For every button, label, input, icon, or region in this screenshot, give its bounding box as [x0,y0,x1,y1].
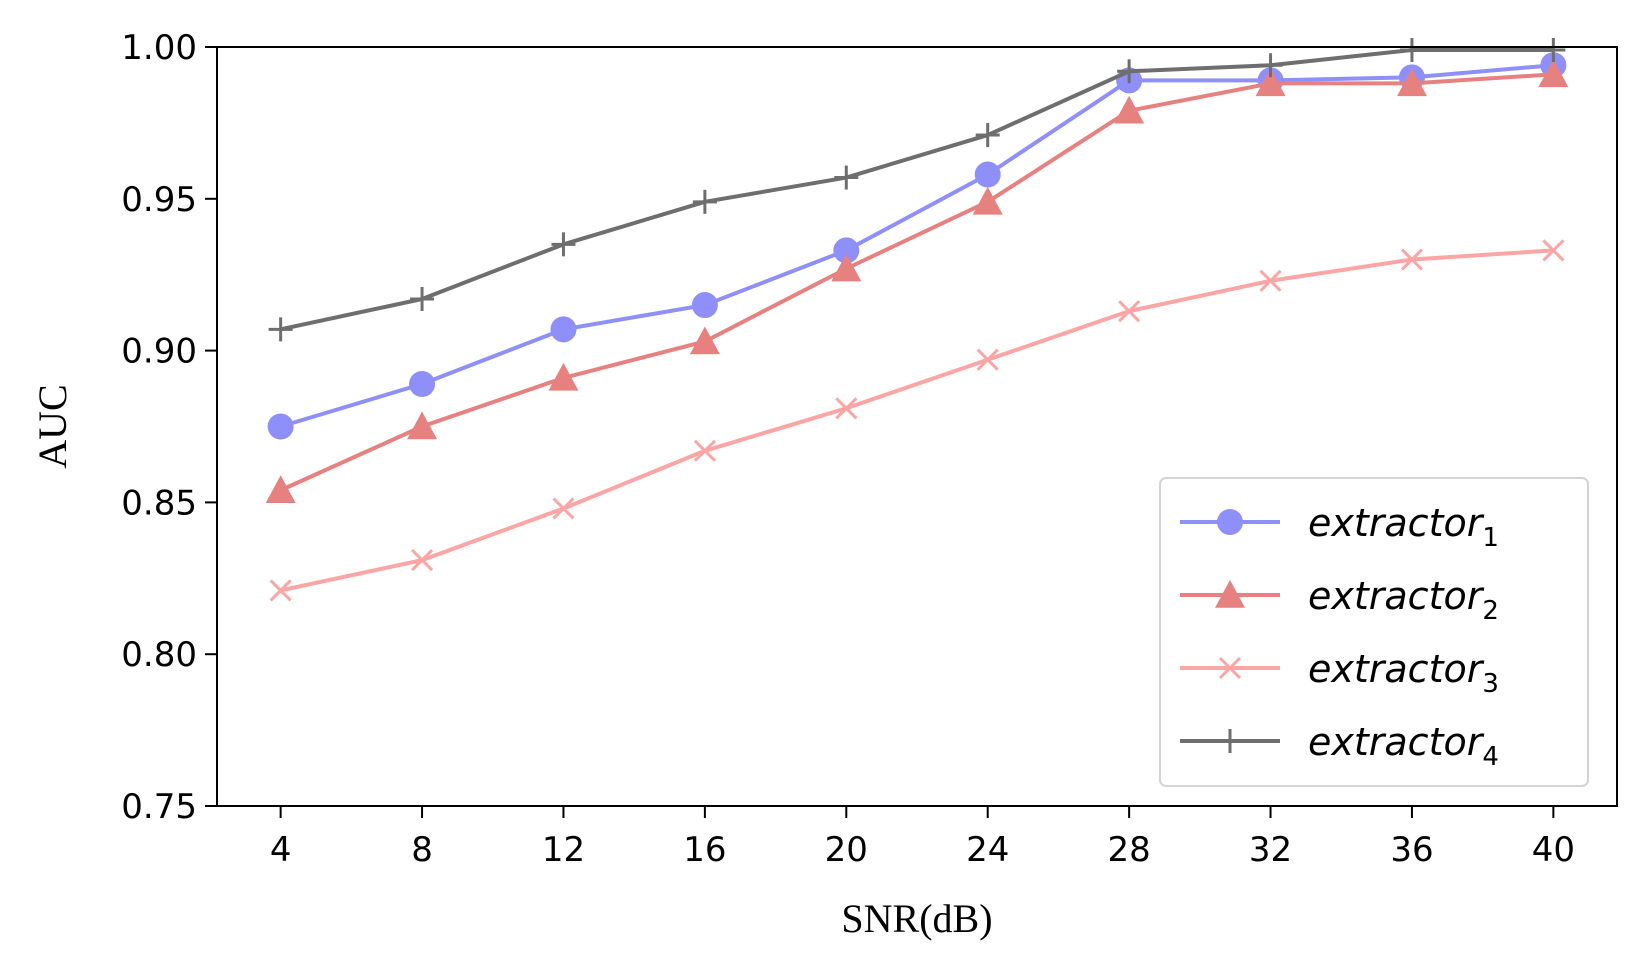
y-tick-label: 1.00 [121,28,197,68]
series-line [280,48,1554,332]
legend-label-name: extractor [1308,574,1485,618]
x-stroke [1400,248,1424,271]
y-tick-label: 0.75 [121,787,197,827]
x-stroke [1118,300,1141,323]
axis-ticks: 0.750.800.850.900.951.004 8 12 16 20 24 28 32 36… [121,28,1575,870]
series-extractor4 [268,38,1566,342]
series-line [280,63,1554,429]
series-extractor3 [269,239,1565,602]
legend-item: extractor1 [1180,501,1499,553]
data-point [550,316,577,343]
legend-label-subscript: 1 [1482,523,1499,553]
legend-label-subscript: 3 [1482,669,1499,699]
series-extractor1 [267,52,1567,440]
y-tick-label: 0.80 [121,635,197,675]
data-point [974,161,1001,188]
data-point [265,475,296,504]
legend-box [1159,477,1589,787]
x-stroke [269,579,292,602]
data-point [1114,95,1145,124]
data-point [693,439,716,462]
x-stroke [1259,269,1282,292]
data-point [551,232,576,257]
series-line [279,72,1554,493]
legend-marker [1215,580,1245,608]
data-point [1400,248,1424,271]
data-point [831,253,862,282]
y-tick-label: 0.95 [121,180,197,220]
data-point [835,397,858,420]
x-tick-label: 4 [270,830,292,870]
x-axis-label: SNR(dB) [841,896,992,941]
x-tick-label: 40 [1532,830,1575,870]
data-point [1538,59,1569,88]
data-point [267,413,294,440]
x-stroke [410,549,434,572]
x-tick-label: 32 [1249,830,1292,870]
x-tick-label: 8 [411,830,433,870]
plot-frame [216,46,1618,807]
data-point [1541,38,1566,63]
x-stroke [976,348,999,371]
x-tick-label: 16 [683,830,726,870]
x-stroke [693,439,716,462]
data-point [269,579,292,602]
legend-label-name: extractor [1308,720,1485,764]
x-stroke [552,497,575,520]
data-point [1117,59,1142,84]
x-tick-label: 20 [825,830,868,870]
x-stroke [1218,656,1242,680]
data-point [268,317,293,342]
legend-label-subscript: 4 [1482,742,1499,772]
data-point [976,348,999,371]
y-tick-label: 0.85 [121,483,197,523]
data-point [1259,269,1282,292]
data-point [410,286,435,311]
legend-marker [1217,509,1243,535]
data-point [1258,53,1283,78]
x-tick-label: 28 [1107,830,1150,870]
legend-label: extractor4 [1308,720,1499,772]
y-axis-label: AUC [30,384,75,468]
legend-label: extractor1 [1308,501,1499,553]
data-point [407,411,438,440]
data-point [692,189,717,214]
data-point [975,123,1000,148]
x-tick-label: 36 [1390,830,1433,870]
data-point [1542,239,1565,262]
data-point [691,292,718,319]
data-point [972,186,1003,215]
data-point [834,165,859,190]
legend-marker [1218,729,1242,753]
legend-label-name: extractor [1308,501,1485,545]
legend-item: extractor2 [1180,574,1499,626]
legend-label: extractor2 [1308,574,1499,626]
data-point [1118,300,1141,323]
legend-label: extractor3 [1308,647,1499,699]
data-point [1255,68,1286,97]
legend-item: extractor4 [1180,720,1499,772]
x-stroke [1542,239,1565,262]
legend-label-name: extractor [1308,647,1485,691]
data-point [833,237,860,264]
legend-label-subscript: 2 [1482,596,1499,626]
data-point [1399,38,1424,63]
x-tick-label: 24 [966,830,1009,870]
plot-area [265,38,1569,602]
data-point [552,497,575,520]
data-point [410,549,434,572]
data-point [548,362,579,391]
x-stroke [835,397,858,420]
series-extractor2 [265,59,1569,504]
series-line [280,248,1554,593]
data-point [689,326,720,355]
y-tick-label: 0.90 [121,332,197,372]
legend-item: extractor3 [1180,647,1499,699]
data-point [409,370,436,397]
legend-marker [1218,656,1242,680]
data-point [1396,68,1427,97]
x-tick-label: 12 [542,830,585,870]
